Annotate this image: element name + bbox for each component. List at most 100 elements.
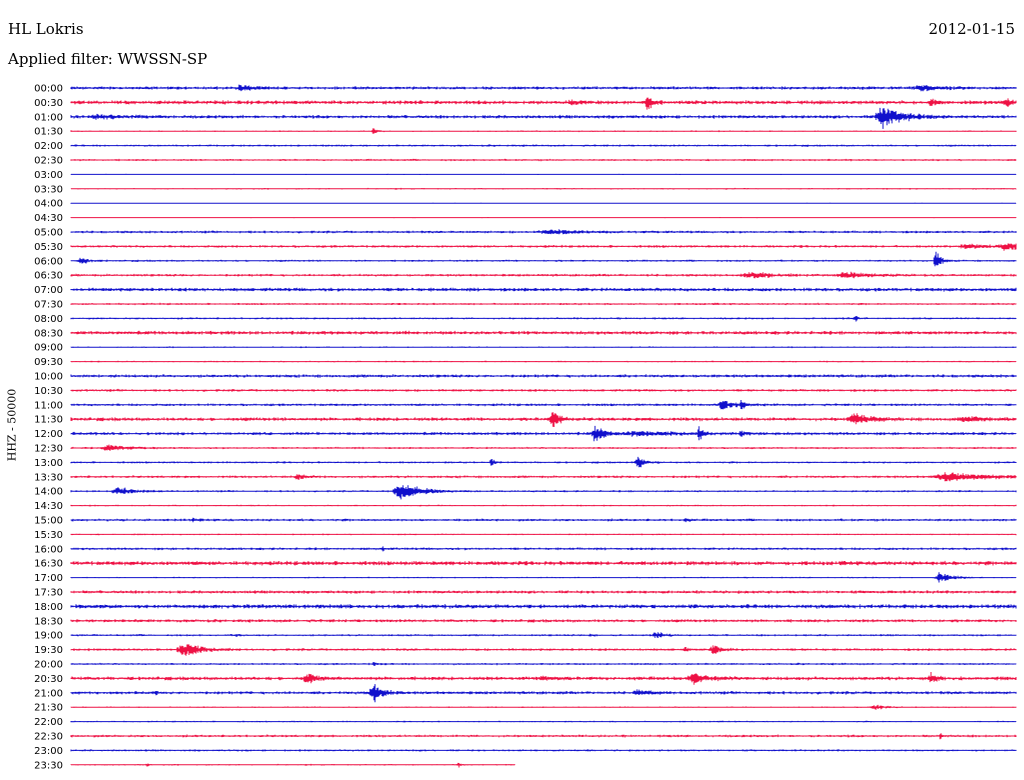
time-tick-label: 16:30 bbox=[34, 559, 63, 570]
time-tick-label: 00:00 bbox=[34, 84, 63, 95]
trace-row-1800 bbox=[70, 604, 1017, 609]
time-tick-label: 20:30 bbox=[34, 674, 63, 685]
trace-row-2230 bbox=[70, 733, 1017, 740]
time-tick-label: 00:30 bbox=[34, 98, 63, 109]
time-tick-label: 14:00 bbox=[34, 487, 63, 498]
trace-row-2130 bbox=[70, 704, 1017, 710]
trace-row-0530 bbox=[70, 243, 1017, 251]
trace-row-2300 bbox=[70, 749, 1017, 752]
trace-row-1100 bbox=[70, 400, 1017, 410]
time-tick-label: 21:30 bbox=[34, 703, 63, 714]
time-tick-label: 22:00 bbox=[34, 717, 63, 728]
trace-row-1200 bbox=[70, 425, 1017, 442]
trace-row-1900 bbox=[70, 632, 1017, 638]
trace-row-2000 bbox=[70, 662, 1017, 666]
time-tick-label: 17:30 bbox=[34, 588, 63, 599]
trace-row-1330 bbox=[70, 472, 1017, 482]
trace-row-1730 bbox=[70, 590, 1017, 594]
station-title: HL Lokris bbox=[8, 20, 84, 38]
time-tick-label: 21:00 bbox=[34, 688, 63, 699]
time-tick-label: 23:00 bbox=[34, 746, 63, 757]
time-tick-label: 09:30 bbox=[34, 357, 63, 368]
trace-row-2200 bbox=[70, 720, 1017, 723]
trace-row-1430 bbox=[70, 504, 1017, 507]
trace-row-0430 bbox=[70, 217, 1017, 219]
time-tick-label: 04:00 bbox=[34, 199, 63, 210]
time-tick-label: 20:00 bbox=[34, 660, 63, 671]
time-tick-labels: 00:00 00:30 01:00 01:30 02:00 02:30 03:00 03:30… bbox=[34, 84, 63, 772]
time-tick-label: 07:00 bbox=[34, 285, 63, 296]
time-tick-label: 18:30 bbox=[34, 616, 63, 627]
time-tick-label: 17:00 bbox=[34, 573, 63, 584]
trace-row-0130 bbox=[70, 128, 1017, 134]
trace-row-1300 bbox=[70, 456, 1017, 468]
trace-row-0330 bbox=[70, 187, 1017, 190]
time-tick-label: 09:00 bbox=[34, 343, 63, 354]
trace-row-0500 bbox=[70, 229, 1017, 235]
time-tick-label: 15:00 bbox=[34, 516, 63, 527]
time-tick-label: 13:00 bbox=[34, 458, 63, 469]
trace-row-2330 bbox=[70, 762, 516, 768]
trace-row-1500 bbox=[70, 517, 1017, 523]
time-tick-label: 08:30 bbox=[34, 328, 63, 339]
trace-row-1530 bbox=[70, 533, 1017, 536]
trace-row-1130 bbox=[70, 412, 1017, 427]
trace-row-1930 bbox=[70, 644, 1017, 656]
trace-row-0030 bbox=[70, 97, 1017, 110]
time-tick-label: 22:30 bbox=[34, 732, 63, 743]
trace-row-0100 bbox=[70, 107, 1017, 129]
time-tick-label: 01:00 bbox=[34, 112, 63, 123]
time-tick-label: 02:30 bbox=[34, 156, 63, 167]
time-tick-label: 06:30 bbox=[34, 271, 63, 282]
trace-row-0630 bbox=[70, 271, 1017, 279]
time-tick-label: 23:30 bbox=[34, 760, 63, 771]
time-tick-label: 03:30 bbox=[34, 184, 63, 195]
time-tick-label: 10:00 bbox=[34, 372, 63, 383]
trace-row-2100 bbox=[70, 684, 1017, 703]
trace-row-0700 bbox=[70, 287, 1017, 292]
trace-row-0930 bbox=[70, 360, 1017, 363]
time-tick-label: 13:30 bbox=[34, 472, 63, 483]
trace-row-0230 bbox=[70, 158, 1017, 162]
trace-row-1600 bbox=[70, 546, 1017, 552]
time-tick-label: 06:00 bbox=[34, 256, 63, 267]
time-tick-label: 12:30 bbox=[34, 444, 63, 455]
trace-row-0200 bbox=[70, 144, 1017, 147]
trace-row-0000 bbox=[70, 84, 1017, 92]
time-tick-label: 11:00 bbox=[34, 400, 63, 411]
trace-row-1400 bbox=[70, 485, 1017, 500]
trace-row-1230 bbox=[70, 444, 1017, 451]
time-tick-label: 02:00 bbox=[34, 141, 63, 152]
trace-row-1630 bbox=[70, 560, 1017, 566]
time-tick-label: 14:30 bbox=[34, 501, 63, 512]
record-date: 2012-01-15 bbox=[928, 20, 1015, 38]
time-tick-label: 19:00 bbox=[34, 631, 63, 642]
time-tick-label: 04:30 bbox=[34, 213, 63, 224]
trace-row-0900 bbox=[70, 346, 1017, 349]
trace-row-1030 bbox=[70, 388, 1017, 392]
trace-row-0830 bbox=[70, 330, 1017, 335]
time-tick-label: 11:30 bbox=[34, 415, 63, 426]
time-tick-label: 19:30 bbox=[34, 645, 63, 656]
time-tick-label: 12:00 bbox=[34, 429, 63, 440]
trace-row-1830 bbox=[70, 619, 1017, 623]
time-tick-label: 01:30 bbox=[34, 127, 63, 138]
time-tick-label: 18:00 bbox=[34, 602, 63, 613]
time-tick-label: 10:30 bbox=[34, 386, 63, 397]
time-tick-label: 03:00 bbox=[34, 170, 63, 181]
trace-row-0600 bbox=[70, 251, 1017, 267]
time-tick-label: 08:00 bbox=[34, 314, 63, 325]
time-tick-label: 16:00 bbox=[34, 544, 63, 555]
trace-row-0300 bbox=[70, 173, 1017, 175]
time-tick-label: 07:30 bbox=[34, 300, 63, 311]
trace-row-0730 bbox=[70, 302, 1017, 306]
time-tick-label: 15:30 bbox=[34, 530, 63, 541]
trace-row-0400 bbox=[70, 202, 1017, 204]
trace-row-0800 bbox=[70, 316, 1017, 322]
filter-label: Applied filter: WWSSN-SP bbox=[8, 50, 208, 68]
trace-row-2030 bbox=[70, 672, 1017, 685]
trace-row-1700 bbox=[70, 572, 1017, 583]
trace-lines bbox=[70, 84, 1017, 768]
time-tick-label: 05:00 bbox=[34, 228, 63, 239]
